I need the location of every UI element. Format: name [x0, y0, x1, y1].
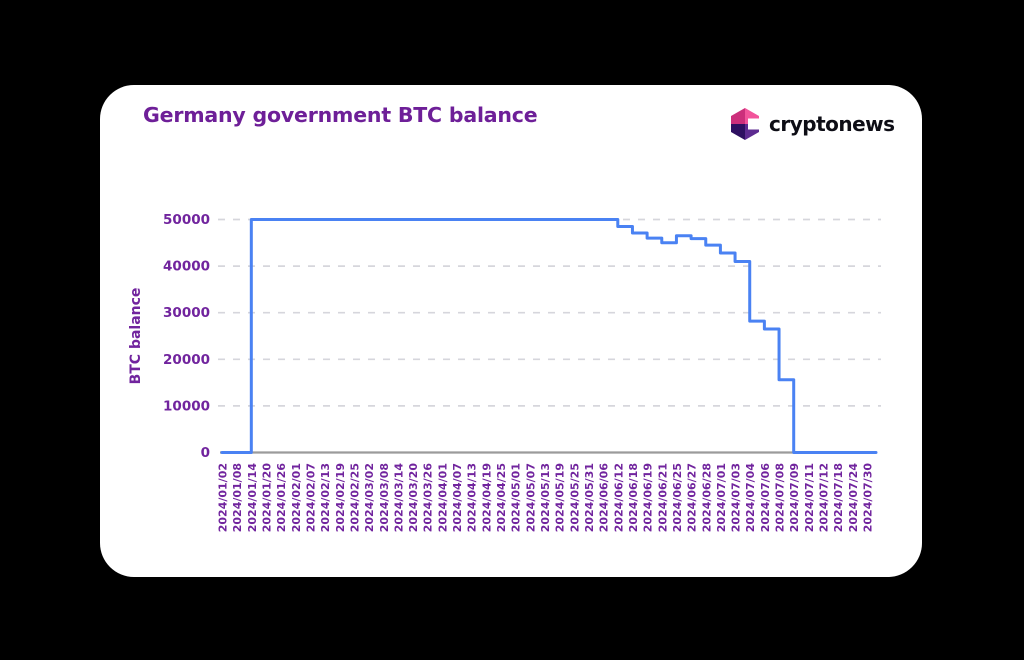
x-tick-label: 2024/07/06 [759, 463, 772, 533]
x-tick-label: 2024/06/06 [598, 463, 611, 533]
x-tick-label: 2024/05/13 [539, 463, 552, 532]
chart-card: Germany government BTC balance cryptonew… [100, 85, 922, 577]
x-tick-label: 2024/07/12 [818, 463, 831, 532]
x-tick-label: 2024/01/14 [246, 463, 259, 533]
x-tick-label: 2024/04/25 [495, 463, 508, 532]
x-tick-label: 2024/02/25 [348, 463, 361, 532]
x-tick-label: 2024/03/02 [363, 463, 376, 532]
x-tick-label: 2024/04/13 [466, 463, 479, 532]
logo-facet-top-left [731, 108, 745, 124]
x-tick-label: 2024/04/01 [436, 463, 449, 532]
y-tick-label: 0 [201, 445, 210, 461]
x-tick-label: 2024/05/07 [524, 463, 537, 532]
x-tick-label: 2024/06/27 [686, 463, 699, 532]
x-tick-label: 2024/01/08 [231, 463, 244, 532]
x-tick-label: 2024/07/24 [847, 463, 860, 533]
x-tick-label: 2024/05/19 [554, 463, 567, 532]
y-tick-label: 40000 [163, 259, 210, 275]
x-tick-label: 2024/03/26 [422, 463, 435, 533]
y-tick-label: 30000 [163, 305, 210, 321]
x-tick-label: 2024/05/01 [510, 463, 523, 532]
x-tick-label: 2024/06/25 [671, 463, 684, 532]
chart-title: Germany government BTC balance [143, 103, 538, 127]
x-tick-label: 2024/06/21 [656, 463, 669, 532]
x-tick-label: 2024/01/20 [260, 463, 273, 533]
x-tick-label: 2024/06/18 [627, 463, 640, 532]
y-tick-label: 50000 [163, 212, 210, 228]
x-tick-label: 2024/04/19 [480, 463, 493, 532]
cryptonews-logo: cryptonews [727, 106, 895, 142]
x-tick-label: 2024/07/30 [862, 463, 875, 533]
btc-balance-line [220, 218, 878, 454]
x-tick-label: 2024/02/01 [290, 463, 303, 532]
y-axis-label: BTC balance [128, 288, 144, 385]
x-tick-label: 2024/07/01 [715, 463, 728, 532]
x-tick-label: 2024/07/11 [803, 463, 816, 532]
x-tick-label: 2024/02/07 [304, 463, 317, 532]
x-tick-label: 2024/06/12 [612, 463, 625, 532]
x-tick-label: 2024/07/04 [744, 463, 757, 533]
x-tick-label: 2024/03/08 [378, 463, 391, 532]
x-tick-label: 2024/02/19 [334, 463, 347, 532]
x-tick-label: 2024/01/26 [275, 463, 288, 533]
x-tick-label: 2024/07/03 [730, 463, 743, 532]
x-tick-label: 2024/07/18 [832, 463, 845, 532]
x-tick-label: 2024/06/28 [700, 463, 713, 532]
x-tick-label: 2024/07/09 [788, 463, 801, 532]
x-tick-label: 2024/05/31 [583, 463, 596, 532]
logo-notch [748, 118, 763, 130]
x-tick-label: 2024/03/20 [407, 463, 420, 533]
y-tick-label: 10000 [163, 398, 210, 414]
x-tick-label: 2024/05/25 [568, 463, 581, 532]
x-tick-label: 2024/02/13 [319, 463, 332, 532]
logo-facet-bottom-left [731, 124, 745, 140]
cryptonews-logo-text: cryptonews [769, 112, 895, 136]
x-tick-label: 2024/04/07 [451, 463, 464, 532]
x-tick-label: 2024/06/19 [642, 463, 655, 532]
x-tick-label: 2024/01/02 [217, 463, 230, 532]
x-tick-label: 2024/07/08 [774, 463, 787, 532]
x-tick-label: 2024/03/14 [392, 463, 405, 533]
cryptonews-logo-icon [731, 108, 763, 140]
y-tick-label: 20000 [163, 352, 210, 368]
